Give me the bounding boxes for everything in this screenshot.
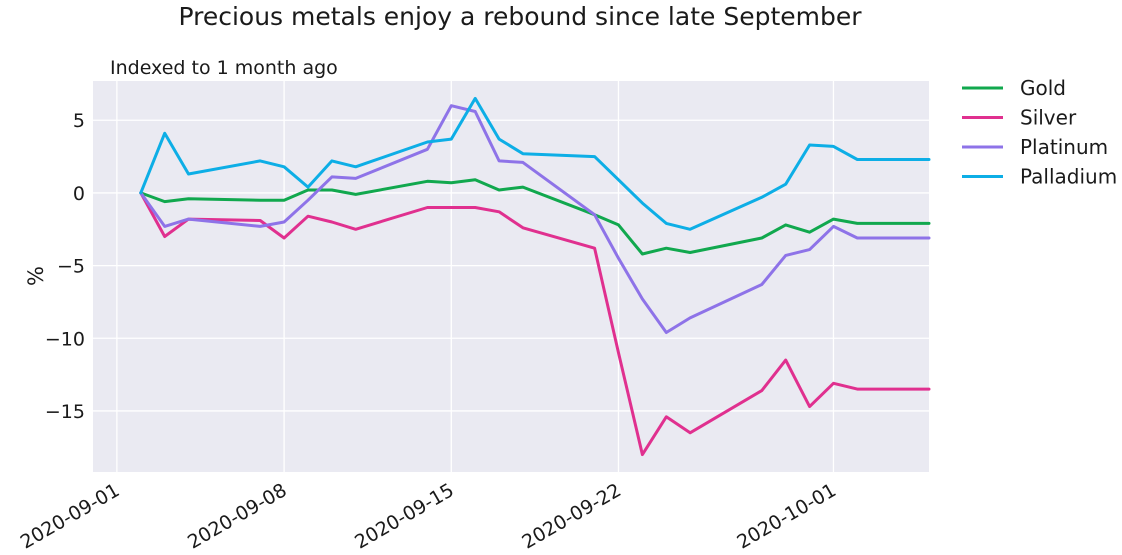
y-tick-label: 5 — [73, 110, 85, 132]
grid-lines — [93, 81, 929, 472]
y-tick-label: −15 — [45, 401, 85, 423]
y-tick-label: 0 — [73, 183, 85, 205]
chart-subtitle: Indexed to 1 month ago — [110, 57, 338, 79]
legend-label-palladium: Palladium — [1020, 165, 1117, 189]
x-tick-label: 2020-09-01 — [17, 479, 124, 553]
x-tick-label: 2020-09-08 — [184, 479, 291, 553]
legend: Gold Silver Platinum Palladium — [962, 76, 1117, 189]
plot-area — [93, 81, 929, 472]
x-axis-ticks: 2020-09-01 2020-09-08 2020-09-15 2020-09-22… — [17, 479, 840, 553]
y-tick-label: −10 — [45, 328, 85, 350]
legend-label-gold: Gold — [1020, 76, 1066, 100]
y-tick-label: −5 — [57, 256, 85, 278]
series-line-gold — [139, 178, 931, 256]
series-line-silver — [139, 191, 931, 457]
series-line-palladium — [139, 96, 931, 231]
x-tick-label: 2020-09-15 — [351, 479, 458, 553]
y-axis-ticks: 5 0 −5 −10 −15 — [45, 110, 85, 423]
series-line-platinum — [139, 104, 931, 334]
x-tick-label: 2020-09-22 — [518, 479, 625, 553]
legend-label-platinum: Platinum — [1020, 135, 1108, 159]
legend-label-silver: Silver — [1020, 106, 1077, 130]
series-lines — [139, 96, 931, 457]
chart-title: Precious metals enjoy a rebound since la… — [178, 2, 862, 31]
x-tick-label: 2020-10-01 — [733, 479, 840, 553]
y-axis-label: % — [24, 266, 48, 286]
